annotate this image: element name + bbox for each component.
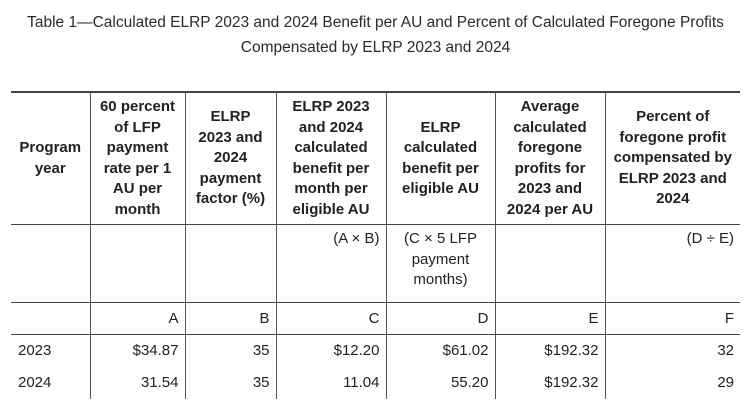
caption-line-2: Compensated by ELRP 2023 and 2024 [240,39,511,56]
header-line: 2024 per AU [506,200,594,218]
cell-value: $12.20 [275,334,386,367]
header-line: benefit per [292,159,370,177]
header-row: Program year 60 percent of LFP payment r… [11,91,740,225]
cell-value: 35 [184,334,276,367]
formula-cell [494,224,605,303]
header-line: 2023 and [517,180,583,197]
cell-value: 55.20 [385,366,495,399]
caption-line-1: Table 1—Calculated ELRP 2023 and 2024 Be… [27,14,724,31]
cell-value: $61.02 [385,334,495,367]
header-line: rate per 1 [103,159,172,177]
header-total-benefit: ELRP calculated benefit per eligible AU [385,91,495,225]
benefit-table: Program year 60 percent of LFP payment r… [11,91,740,399]
column-letter [11,302,90,335]
cell-value: $192.32 [494,366,605,399]
cell-value: 31.54 [89,366,185,399]
cell-value: $192.32 [494,334,605,367]
table-caption: Table 1—Calculated ELRP 2023 and 2024 Be… [0,10,751,60]
table-row: 2024 31.54 35 11.04 55.20 $192.32 29 [11,366,740,399]
header-line: AU per [112,180,163,197]
header-line: foregone profit [619,128,727,146]
column-letter: B [184,302,276,335]
formula-cell [184,224,276,303]
cell-value: 11.04 [275,366,386,399]
formula-cell [11,224,90,303]
header-line: eligible AU [292,200,370,218]
formula-line: payment [411,250,470,268]
cell-value: $34.87 [89,334,185,367]
header-line: ELRP [420,118,461,136]
formula-cell-d: (C × 5 LFP payment months) [385,224,495,303]
formula-cell-f: (D ÷ E) [604,224,740,303]
header-line: ELRP [210,108,251,126]
column-letter: F [604,302,740,335]
cell-year: 2023 [18,342,52,360]
header-line: of LFP [114,118,161,136]
header-line: calculated [294,139,368,156]
header-line: payment [106,139,169,156]
header-line: ELRP 2023 and [618,169,727,187]
formula-line: months) [413,271,468,288]
formula-row: (A × B) (C × 5 LFP payment months) (D ÷ … [11,224,740,303]
cell-value: 35 [184,366,276,399]
header-line: eligible AU [402,180,479,197]
header-line: month per [294,180,368,197]
header-line: 2024 [213,149,248,167]
header-payment-factor: ELRP 2023 and 2024 payment factor (%) [184,91,276,225]
formula-cell-c: (A × B) [275,224,386,303]
header-percent-compensated: Percent of foregone profit compensated b… [604,91,740,225]
header-line: year [34,159,66,177]
header-line: calculated [513,118,587,136]
header-line: month [114,200,161,218]
formula-cell [89,224,185,303]
column-letter: E [494,302,605,335]
header-foregone-profits: Average calculated foregone profits for … [494,91,605,225]
header-line: 2023 and [198,128,263,146]
header-line: 60 percent [99,98,176,115]
header-line: and 2024 [298,118,364,136]
header-line: profits for [514,159,586,177]
column-letter: C [275,302,386,335]
cell-value: 29 [604,366,740,399]
header-line: calculated [403,139,478,156]
header-line: Percent of [636,108,710,126]
header-line: compensated by [613,149,732,167]
header-line: ELRP 2023 [292,98,370,115]
cell-value: 32 [604,334,740,367]
cell-year: 2024 [18,374,52,391]
header-line: benefit per [402,159,479,177]
table-row: 2023 $34.87 35 $12.20 $61.02 $192.32 32 [11,334,740,367]
header-line: payment [199,169,262,187]
header-program-year: Program year [11,91,90,225]
header-line: 2024 [656,190,690,208]
header-line: Average [520,98,580,115]
header-line: Program [19,139,82,156]
header-line: factor (%) [195,190,266,208]
formula-line: (C × 5 LFP [404,230,477,247]
header-monthly-benefit: ELRP 2023 and 2024 calculated benefit pe… [275,91,386,225]
header-line: foregone [517,139,583,156]
column-letter: A [89,302,185,335]
header-lfp-rate: 60 percent of LFP payment rate per 1 AU … [89,91,185,225]
column-letter-row: A B C D E F [11,302,740,335]
column-letter: D [385,302,495,335]
